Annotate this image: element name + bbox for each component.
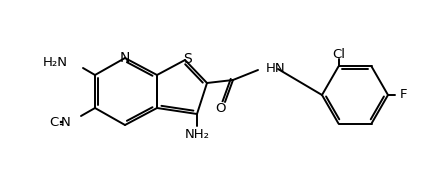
- Text: S: S: [183, 52, 191, 66]
- Text: NH₂: NH₂: [184, 127, 210, 140]
- Text: Cl: Cl: [332, 48, 345, 61]
- Text: H₂N: H₂N: [43, 55, 68, 68]
- Text: HN: HN: [266, 61, 286, 74]
- Text: N: N: [61, 115, 71, 128]
- Text: F: F: [400, 88, 408, 101]
- Text: N: N: [120, 51, 130, 65]
- Text: C: C: [49, 115, 58, 128]
- Text: O: O: [215, 102, 225, 115]
